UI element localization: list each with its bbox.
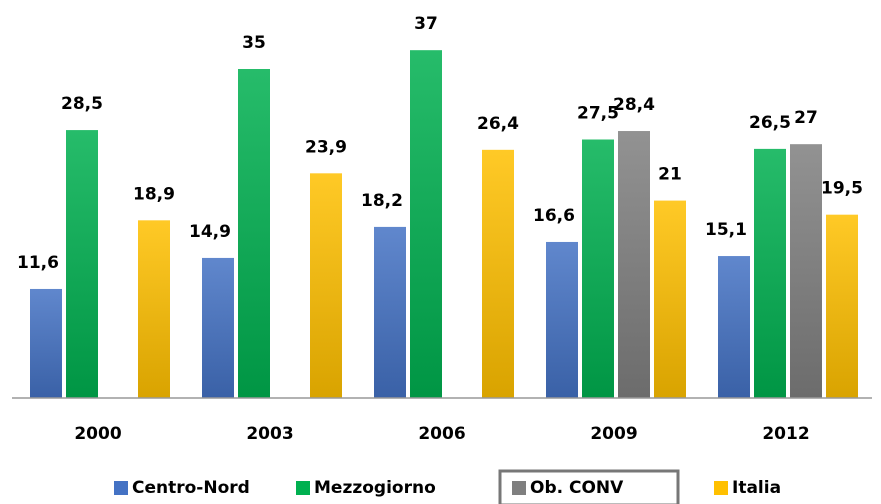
data-label: 26,5	[749, 113, 791, 133]
legend-swatch	[714, 481, 728, 495]
bar-shade	[618, 131, 650, 399]
bar-shade	[754, 148, 786, 398]
data-label: 14,9	[189, 222, 231, 242]
bar-shade	[66, 130, 98, 398]
data-label: 16,6	[533, 206, 575, 226]
data-label: 27	[794, 108, 818, 128]
x-tick-label: 2009	[590, 424, 637, 444]
legend-label: Centro-Nord	[132, 478, 250, 498]
legend-swatch	[512, 481, 526, 495]
bar-shade	[238, 69, 270, 398]
bar-shade	[30, 288, 62, 398]
legend-label: Italia	[732, 478, 781, 498]
bar-shade	[790, 144, 822, 398]
bar-shade	[138, 220, 170, 398]
legend-box	[498, 469, 680, 504]
bar-shade	[374, 226, 406, 398]
data-label: 26,4	[477, 114, 519, 134]
x-tick-label: 2006	[418, 424, 465, 444]
bar-shade	[582, 139, 614, 398]
bar-shade	[482, 149, 514, 398]
x-tick-label: 2003	[246, 424, 293, 444]
x-tick-label: 2012	[762, 424, 809, 444]
x-tick-label: 2000	[74, 424, 121, 444]
data-label: 28,5	[61, 94, 103, 114]
data-label: 35	[242, 33, 266, 53]
data-label: 21	[658, 165, 682, 185]
data-label: 18,9	[133, 184, 175, 204]
bar-shade	[718, 256, 750, 398]
data-label: 27,5	[577, 104, 619, 124]
data-label: 18,2	[361, 191, 403, 211]
bar-shade	[826, 214, 858, 398]
bar-shade	[410, 50, 442, 398]
data-label: 15,1	[705, 220, 747, 240]
data-label: 23,9	[305, 137, 347, 157]
legend-swatch	[296, 481, 310, 495]
bar-shade	[654, 200, 686, 398]
data-label: 19,5	[821, 179, 863, 199]
bar-shade	[310, 173, 342, 398]
data-label: 28,4	[613, 95, 655, 115]
legend-label: Mezzogiorno	[314, 478, 436, 498]
data-label: 37	[414, 14, 438, 34]
legend-label: Ob. CONV	[530, 478, 624, 498]
bar-shade	[202, 257, 234, 398]
data-label: 11,6	[17, 253, 59, 273]
bar-shade	[546, 241, 578, 398]
legend-swatch	[114, 481, 128, 495]
